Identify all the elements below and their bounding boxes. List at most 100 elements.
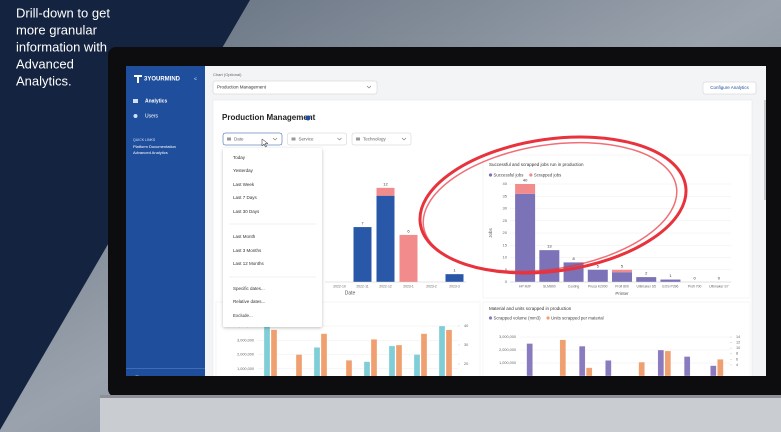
bar-total-label: 40: [523, 178, 528, 183]
headline: Drill-down to get more granular informat…: [16, 5, 110, 88]
y2-tick-label: 10: [736, 346, 740, 350]
bar: [370, 339, 378, 376]
y2-tick-label: 6: [736, 357, 738, 361]
x-tick-label: 2022-10: [333, 284, 346, 288]
chevron: [366, 85, 372, 89]
y2-tick-label: 12: [736, 341, 740, 345]
x-tick-label: Profi 800: [615, 284, 629, 288]
nav-item[interactable]: Users: [145, 113, 159, 119]
x-axis-label: Printer: [615, 291, 629, 296]
y2-tick-label: 14: [736, 335, 740, 339]
x-tick-label: 2023-1: [403, 284, 414, 288]
menu-option[interactable]: Exclude...: [233, 313, 253, 318]
bar-total-label: 0: [718, 276, 721, 281]
y-tick-label: 2,000,000: [499, 348, 516, 352]
menu-option[interactable]: Today: [233, 155, 246, 160]
bar: [263, 325, 271, 376]
collapse-icon[interactable]: <: [194, 76, 197, 82]
bar-total-label: 1: [453, 268, 456, 273]
chevron: [401, 137, 407, 141]
bar: [313, 347, 321, 376]
bar: [420, 333, 428, 376]
quick-link[interactable]: Platform Documentation: [133, 144, 176, 149]
y-tick-label: 1,000,000: [499, 361, 516, 365]
y-tick-label: 3,000,000: [237, 338, 254, 342]
filter-select[interactable]: [351, 132, 412, 146]
headline-line: Drill-down to get: [16, 5, 110, 20]
bar-segment: [399, 234, 418, 282]
bar-total-label: 6: [407, 228, 410, 233]
sidebar: [126, 66, 205, 376]
bar: [710, 365, 717, 376]
date-menu: [223, 148, 322, 327]
configure-button-label: Configure Analytics: [710, 85, 749, 90]
brand-logo: [134, 75, 142, 83]
menu-option[interactable]: Last 30 Days: [233, 209, 260, 214]
x-tick-label: Cooling: [568, 284, 580, 288]
menu-option[interactable]: Last 12 Months: [233, 261, 265, 266]
y-tick-label: 35: [503, 193, 508, 198]
x-tick-label: Ultimaker S7: [709, 284, 729, 288]
bar: [578, 345, 586, 376]
chart-select[interactable]: [212, 80, 378, 95]
menu-option[interactable]: Yesterday: [233, 168, 254, 173]
nav-item[interactable]: Analytics: [145, 98, 167, 104]
highlight-circle: [418, 135, 688, 275]
menu-option[interactable]: Relative dates...: [233, 299, 265, 304]
filter-label: Technology: [363, 136, 387, 141]
panel-title: Production Management: [222, 113, 316, 122]
menu-option[interactable]: Specific dates...: [233, 286, 265, 291]
filter-select[interactable]: [222, 132, 283, 146]
quick-link[interactable]: Advanced Analytics: [133, 150, 168, 155]
configure-button[interactable]: [702, 81, 757, 95]
bar: [638, 361, 645, 376]
x-tick-label: HP MJF: [519, 284, 531, 288]
screen: 3YOURMIND < Analytics Users QUICK LINKS …: [126, 66, 766, 380]
y-tick-label: 40: [503, 181, 508, 186]
y2-tick-label: 30: [464, 343, 468, 347]
bar: [345, 360, 353, 376]
bar: [445, 329, 453, 376]
y-tick-label: 2,000,000: [237, 353, 254, 357]
menu-option[interactable]: Last 7 Days: [233, 195, 258, 200]
y-tick-label: 0: [505, 279, 508, 284]
bar: [320, 333, 328, 376]
headline-line: more granular: [16, 22, 98, 37]
y-tick-label: 15: [503, 242, 508, 247]
bar-segment: [376, 187, 395, 196]
bar-segment: [515, 193, 536, 282]
headline-line: information with: [16, 39, 107, 54]
bar: [559, 339, 567, 376]
bar-total-label: 12: [383, 181, 388, 186]
laptop-hinge: [100, 395, 781, 398]
y2-tick-label: 8: [736, 352, 738, 356]
bar: [657, 349, 665, 376]
legend-label: Successful jobs: [494, 172, 524, 177]
y-tick-label: 1,000,000: [237, 367, 254, 371]
cursor: [261, 138, 269, 148]
legend-swatch: [529, 173, 533, 177]
user-name: Mario Janowick: [145, 375, 173, 380]
bar-segment: [539, 250, 560, 282]
menu-option[interactable]: Last 3 Months: [233, 248, 262, 253]
chevron: [337, 137, 342, 141]
filter-select[interactable]: [287, 132, 347, 146]
bar-segment: [636, 277, 657, 282]
laptop-base: [100, 395, 781, 432]
bar-segment: [612, 272, 632, 282]
bar-total-label: 2: [645, 271, 648, 276]
legend-swatch: [546, 316, 550, 320]
legend-label: Scrapped volume (mm3): [494, 315, 542, 320]
x-tick-label: EOS P396: [662, 284, 678, 288]
scrollbar: [764, 100, 766, 200]
menu-option[interactable]: Last Month: [233, 234, 256, 239]
x-tick-label: 2023-3: [449, 284, 460, 288]
filters: Date Service Technology: [222, 132, 412, 146]
menu-option[interactable]: Last Week: [233, 182, 255, 187]
bar-total-label: 13: [547, 244, 552, 249]
bar-segment: [587, 269, 608, 282]
bar: [585, 367, 593, 376]
info-icon[interactable]: [305, 115, 311, 121]
y-tick-label: 10: [503, 255, 508, 260]
